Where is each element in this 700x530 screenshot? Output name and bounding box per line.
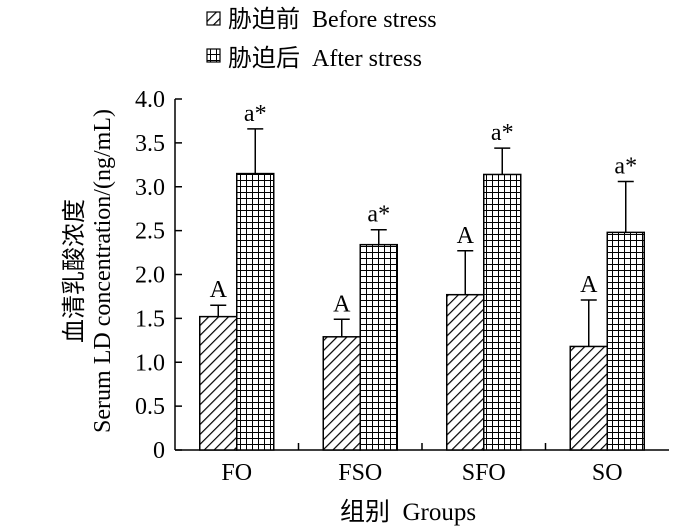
bar: [236, 172, 275, 451]
y-tick-label: 2.0: [135, 263, 165, 289]
y-tick-label: 2.5: [135, 219, 165, 245]
legend: 胁迫前 Before stress 胁迫后 After stress: [206, 6, 437, 72]
data-label: a*: [244, 101, 267, 127]
data-label: A: [580, 272, 598, 298]
legend-label-after: 胁迫后 After stress: [228, 45, 422, 72]
legend-label-before: 胁迫前 Before stress: [228, 6, 437, 33]
bar: [483, 173, 522, 451]
data-label: a*: [367, 202, 390, 228]
legend-item-after: 胁迫后 After stress: [206, 45, 422, 72]
x-tick-label: SFO: [462, 460, 506, 486]
x-tick-label: SO: [592, 460, 623, 486]
bar: [569, 345, 608, 451]
y-tick-label: 4.0: [135, 87, 165, 113]
x-tick-label: FO: [221, 460, 252, 486]
bars: Aa* Aa* Aa* Aa*: [199, 101, 645, 451]
data-label: A: [210, 277, 228, 303]
bar: [199, 315, 238, 451]
y-axis-title-cn: 血清乳酸浓度: [61, 199, 88, 343]
data-label: A: [333, 291, 351, 317]
data-label: a*: [614, 153, 637, 179]
bar: [606, 231, 645, 451]
y-tick-label: 3.0: [135, 175, 165, 201]
bar: [322, 336, 361, 451]
bar: [359, 243, 398, 451]
legend-item-before: 胁迫前 Before stress: [206, 6, 437, 33]
y-tick-label: 1.0: [135, 350, 165, 376]
legend-swatch-before: [206, 11, 221, 26]
y-tick-label: 3.5: [135, 131, 165, 157]
y-tick-label: 0.5: [135, 394, 165, 420]
y-tick-label: 1.5: [135, 306, 165, 332]
bar: [446, 293, 485, 451]
y-ticks: 0 0.5 1.0 1.5 2.0 2.5 3.0 3.5 4.0: [135, 87, 182, 464]
x-ticks: FO FSO SFO SO: [221, 443, 623, 486]
data-label: A: [457, 223, 475, 249]
x-axis-title: 组别 Groups: [340, 498, 476, 526]
data-label: a*: [491, 120, 514, 146]
y-tick-label: 0: [153, 438, 165, 464]
x-tick-label: FSO: [338, 460, 382, 486]
legend-swatch-after: [206, 48, 221, 63]
y-axis-title-en: Serum LD concentration/(ng/mL): [90, 109, 116, 433]
